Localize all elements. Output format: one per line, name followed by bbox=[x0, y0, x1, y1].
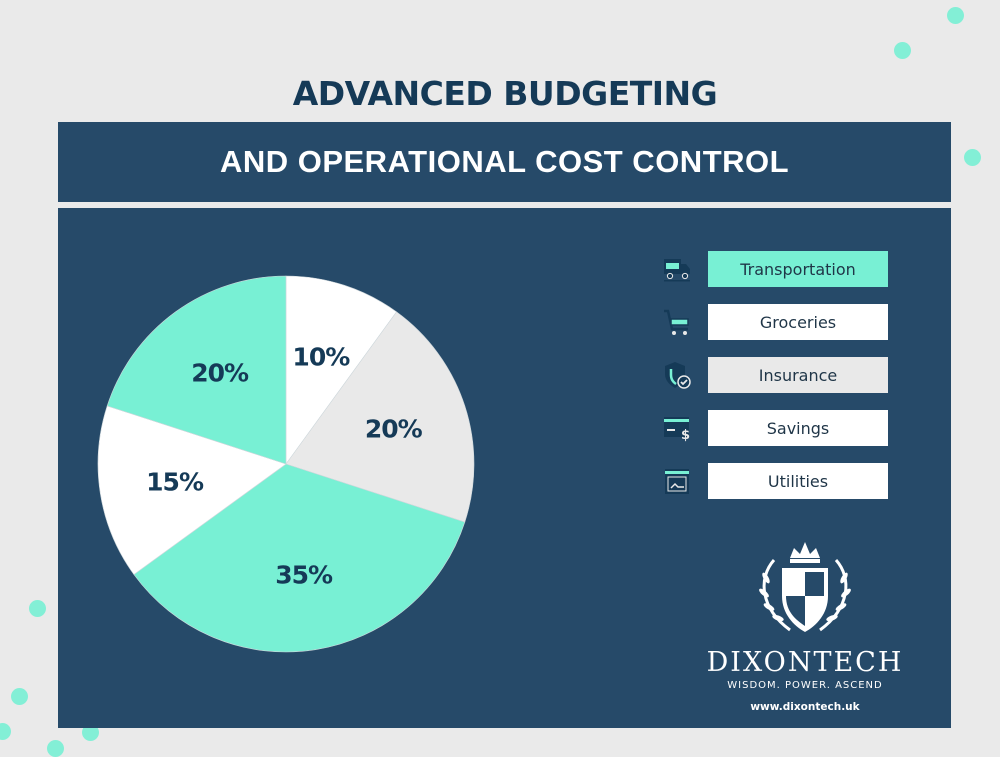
decorative-dot bbox=[47, 740, 64, 757]
decorative-dot bbox=[29, 600, 46, 617]
legend-label-utilities: Utilities bbox=[708, 463, 888, 499]
truck-icon bbox=[664, 259, 690, 282]
crest-icon bbox=[759, 542, 851, 632]
page-subtitle: AND OPERATIONAL COST CONTROL bbox=[219, 144, 790, 179]
legend-label-groceries: Groceries bbox=[708, 304, 888, 340]
brand-tagline: WISDOM. POWER. ASCEND bbox=[727, 680, 883, 691]
pie-slice bbox=[106, 275, 287, 465]
svg-text:$: $ bbox=[681, 428, 690, 443]
pie-slice bbox=[97, 405, 287, 575]
decorative-dot bbox=[964, 149, 981, 166]
chart-panel: 10% 20% 35% 15% 20% Transportation Groceries… bbox=[58, 208, 951, 728]
legend-item-savings: $ Savings bbox=[662, 410, 888, 446]
cart-icon bbox=[664, 309, 689, 335]
legend-label-savings: Savings bbox=[708, 410, 888, 446]
pie-slice bbox=[285, 275, 397, 465]
pie-slice bbox=[133, 463, 466, 653]
decorative-dot bbox=[947, 7, 964, 24]
decorative-dot bbox=[894, 42, 911, 59]
pie-chart bbox=[97, 275, 475, 653]
pie-slice-label: 35% bbox=[275, 560, 333, 590]
shield-check-icon bbox=[665, 362, 691, 389]
pie-slice-label: 15% bbox=[146, 467, 204, 497]
pie-slice-label: 20% bbox=[191, 358, 249, 388]
box-icon bbox=[665, 469, 689, 494]
legend-item-utilities: Utilities bbox=[662, 463, 888, 499]
brand-name: DIXONTECH bbox=[706, 647, 904, 678]
decorative-dot bbox=[82, 724, 99, 741]
card-dollar-icon: $ bbox=[664, 417, 690, 443]
legend-item-insurance: Insurance bbox=[662, 357, 888, 393]
decorative-dot bbox=[11, 688, 28, 705]
legend-label-insurance: Insurance bbox=[708, 357, 888, 393]
subtitle-band: AND OPERATIONAL COST CONTROL bbox=[58, 122, 951, 202]
brand-url: www.dixontech.uk bbox=[750, 701, 860, 713]
legend-item-groceries: Groceries bbox=[662, 304, 888, 340]
pie-slice-label: 20% bbox=[364, 414, 423, 444]
legend-item-transportation: Transportation bbox=[662, 251, 888, 287]
pie-slice-label: 10% bbox=[292, 342, 350, 372]
legend-label-transportation: Transportation bbox=[708, 251, 888, 287]
pie-slice bbox=[285, 311, 475, 523]
dixontech-logo: DIXONTECH WISDOM. POWER. ASCEND www.dixo… bbox=[700, 538, 910, 713]
decorative-dot bbox=[0, 723, 11, 740]
page-title: ADVANCED BUDGETING bbox=[292, 74, 718, 113]
